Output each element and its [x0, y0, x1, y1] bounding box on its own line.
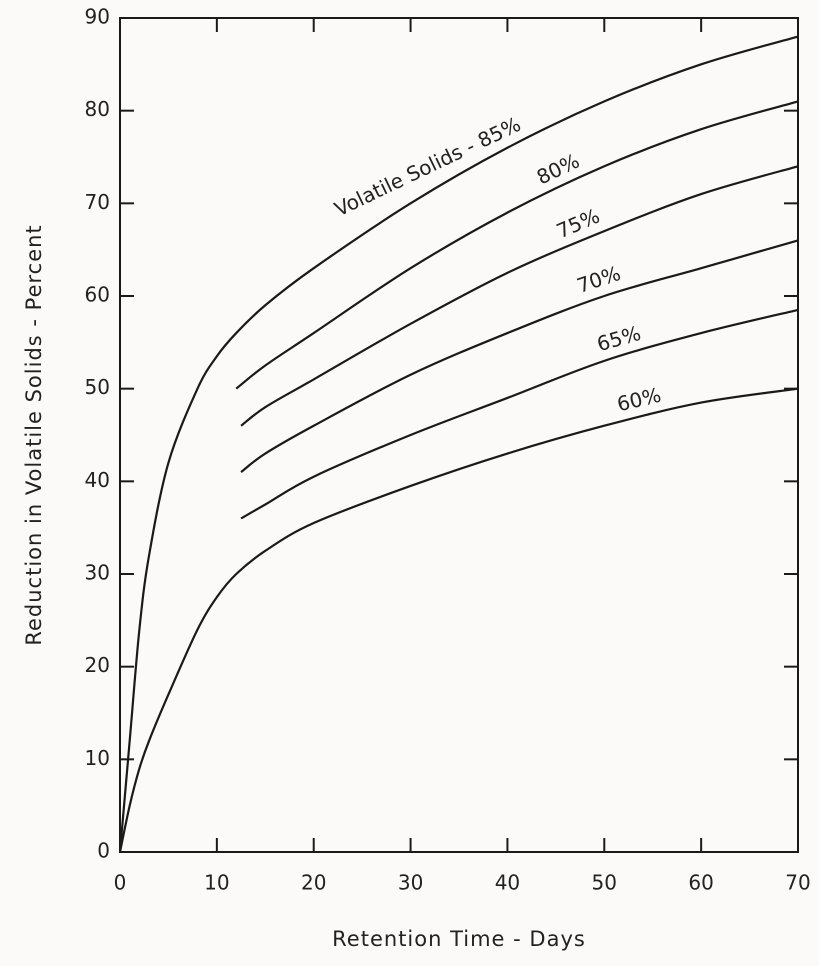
curve-label: Volatile Solids - 85% [331, 112, 525, 221]
x-tick-label: 60 [688, 871, 713, 895]
curve [240, 239, 799, 473]
y-axis-title: Reduction in Volatile Solids - Percent [22, 224, 46, 645]
y-tick-label: 50 [85, 375, 110, 399]
y-tick-label: 80 [85, 97, 110, 121]
x-tick-label: 20 [301, 871, 326, 895]
y-tick-label: 30 [85, 561, 110, 585]
x-tick-label: 50 [592, 871, 617, 895]
y-tick-label: 70 [85, 190, 110, 214]
curve-label: 80% [533, 149, 583, 190]
curve [240, 165, 799, 427]
curve [118, 35, 799, 853]
curve [118, 387, 799, 853]
curve [240, 308, 799, 520]
y-tick-label: 0 [97, 839, 110, 863]
x-tick-label: 10 [204, 871, 229, 895]
curve-label: 75% [553, 204, 603, 244]
y-tick-label: 20 [85, 653, 110, 677]
curve [235, 100, 799, 390]
y-tick-label: 60 [85, 283, 110, 307]
curve-label: 60% [615, 383, 664, 417]
y-tick-label: 90 [85, 5, 110, 29]
plot-frame [119, 17, 799, 853]
x-tick-label: 70 [785, 871, 810, 895]
y-tick-label: 10 [85, 746, 110, 770]
x-tick-label: 30 [398, 871, 423, 895]
x-axis-title: Retention Time - Days [332, 927, 586, 951]
x-tick-label: 40 [495, 871, 520, 895]
y-tick-label: 40 [85, 468, 110, 492]
x-tick-label: 0 [114, 871, 127, 895]
